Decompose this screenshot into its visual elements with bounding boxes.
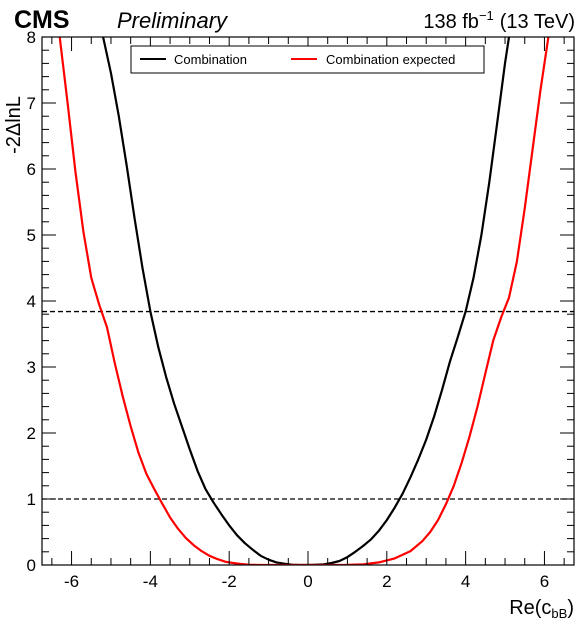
- y-axis-title: -2ΔlnL: [3, 96, 25, 154]
- status-label: Preliminary: [117, 8, 229, 33]
- legend-label-combination: Combination: [174, 52, 247, 67]
- x-tick-label: -4: [143, 572, 158, 591]
- x-tick-label: 6: [540, 572, 549, 591]
- energy-value: (13 TeV): [500, 11, 575, 33]
- series-line-0: [102, 37, 511, 565]
- plot-frame: [41, 36, 575, 566]
- y-tick-label: 4: [27, 292, 36, 311]
- y-tick-label: 0: [27, 556, 36, 575]
- plot-area: -6 -4 -2 0 2 4 6 0 1 2 3 4 5 6 7 8: [27, 28, 575, 591]
- experiment-label: CMS: [14, 6, 70, 34]
- x-tick-label: -6: [64, 572, 79, 591]
- x-tick-label: -2: [222, 572, 237, 591]
- x-axis-title: Re(cbB): [509, 597, 574, 621]
- y-tick-label: 7: [27, 94, 36, 113]
- y-tick-label: 1: [27, 490, 36, 509]
- series-line-1: [58, 37, 550, 565]
- x-axis-title-sub: bB: [551, 606, 567, 621]
- y-tick-label: 2: [27, 424, 36, 443]
- x-axis-title-close: ): [567, 597, 574, 619]
- x-tick-label: 2: [382, 572, 391, 591]
- lumi-energy-label: 138 fb−1 (13 TeV): [423, 8, 575, 33]
- lumi-value: 138 fb: [423, 11, 479, 33]
- legend-label-combination-expected: Combination expected: [326, 52, 455, 67]
- x-axis-title-main: Re(c: [509, 597, 551, 619]
- y-tick-label: 8: [27, 28, 36, 47]
- y-tick-label: 3: [27, 358, 36, 377]
- x-tick-label: 4: [461, 572, 470, 591]
- y-tick-label: 5: [27, 226, 36, 245]
- legend: Combination Combination expected: [130, 45, 485, 74]
- x-tick-label: 0: [303, 572, 312, 591]
- y-tick-label: 6: [27, 160, 36, 179]
- lumi-exponent: −1: [479, 8, 494, 23]
